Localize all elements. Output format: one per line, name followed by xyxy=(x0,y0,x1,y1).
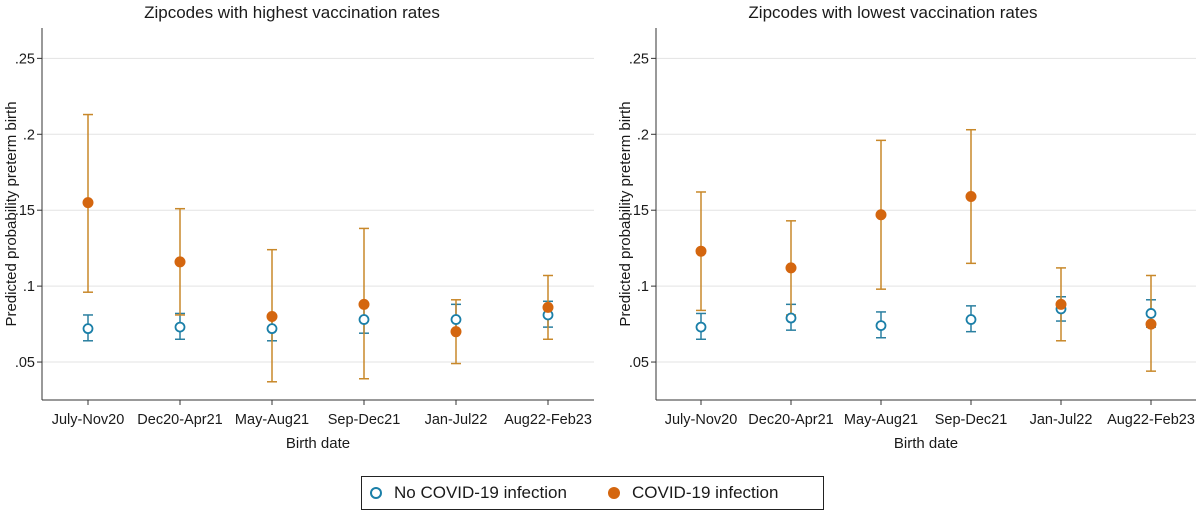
panel-title: Zipcodes with highest vaccination rates xyxy=(144,3,440,22)
x-tick-label: Jan-Jul22 xyxy=(425,412,488,428)
x-axis-title: Birth date xyxy=(894,435,958,452)
markers-covid xyxy=(82,197,554,338)
point-covid xyxy=(1145,318,1157,330)
x-tick-label: Jan-Jul22 xyxy=(1030,412,1093,428)
point-covid xyxy=(965,191,977,203)
y-tick-label: .25 xyxy=(629,51,649,67)
x-tick-label: Aug22-Feb23 xyxy=(504,412,592,428)
point-no-covid xyxy=(82,323,94,335)
panel-highest-vaccination: Zipcodes with highest vaccination rates.… xyxy=(3,3,594,452)
point-no-covid xyxy=(875,320,887,332)
point-covid xyxy=(695,245,707,257)
y-tick-label: .2 xyxy=(637,127,649,143)
point-covid xyxy=(82,197,94,209)
point-covid xyxy=(1055,298,1067,310)
point-covid xyxy=(266,310,278,322)
legend-label-no-covid: No COVID-19 infection xyxy=(394,483,567,502)
series-no-covid xyxy=(696,296,1156,341)
y-tick-label: .25 xyxy=(15,51,35,67)
legend-item-covid: COVID-19 infection xyxy=(608,477,778,509)
point-covid xyxy=(174,256,186,268)
legend-item-no-covid: No COVID-19 infection xyxy=(370,477,567,509)
point-no-covid xyxy=(358,314,370,325)
legend: No COVID-19 infection COVID-19 infection xyxy=(361,476,824,510)
panel-lowest-vaccination: Zipcodes with lowest vaccination rates .0… xyxy=(617,3,1196,452)
x-tick-label: July-Nov20 xyxy=(665,412,738,428)
point-covid xyxy=(875,209,887,221)
point-no-covid xyxy=(965,314,977,325)
x-tick-label: May-Aug21 xyxy=(235,412,309,428)
x-tick-label: Sep-Dec21 xyxy=(935,412,1008,428)
y-tick-label: .05 xyxy=(15,355,35,371)
point-no-covid xyxy=(1145,308,1157,319)
markers-no-covid xyxy=(695,303,1157,333)
point-no-covid xyxy=(695,321,707,333)
point-no-covid xyxy=(450,314,462,325)
y-tick-label: .15 xyxy=(629,203,649,219)
legend-label-covid: COVID-19 infection xyxy=(632,483,779,502)
point-covid xyxy=(450,326,462,338)
point-covid xyxy=(358,298,370,310)
series-covid xyxy=(696,128,1156,372)
series-no-covid xyxy=(83,300,553,342)
y-axis-title: Predicted probability preterm birth xyxy=(617,101,634,326)
markers-no-covid xyxy=(82,309,554,335)
markers-covid xyxy=(695,191,1157,330)
point-no-covid xyxy=(785,312,797,324)
x-tick-label: July-Nov20 xyxy=(52,412,125,428)
point-no-covid xyxy=(266,323,278,335)
y-tick-label: .1 xyxy=(637,279,649,295)
y-axis-title: Predicted probability preterm birth xyxy=(3,101,20,326)
x-axis-title: Birth date xyxy=(286,435,350,452)
y-tick-label: .1 xyxy=(23,279,35,295)
point-no-covid xyxy=(174,321,186,333)
y-tick-label: .2 xyxy=(23,127,35,143)
point-covid xyxy=(785,262,797,274)
legend-marker-no-covid xyxy=(370,487,382,499)
x-tick-label: Aug22-Feb23 xyxy=(1107,412,1195,428)
y-tick-label: .05 xyxy=(629,355,649,371)
x-tick-label: Dec20-Apr21 xyxy=(748,412,833,428)
x-tick-label: May-Aug21 xyxy=(844,412,918,428)
point-covid xyxy=(542,301,554,313)
panel-title: Zipcodes with lowest vaccination rates xyxy=(748,3,1037,22)
legend-marker-covid xyxy=(608,487,620,499)
series-covid xyxy=(83,113,553,383)
x-tick-label: Sep-Dec21 xyxy=(328,412,401,428)
y-tick-label: .15 xyxy=(15,203,35,219)
x-tick-label: Dec20-Apr21 xyxy=(137,412,222,428)
